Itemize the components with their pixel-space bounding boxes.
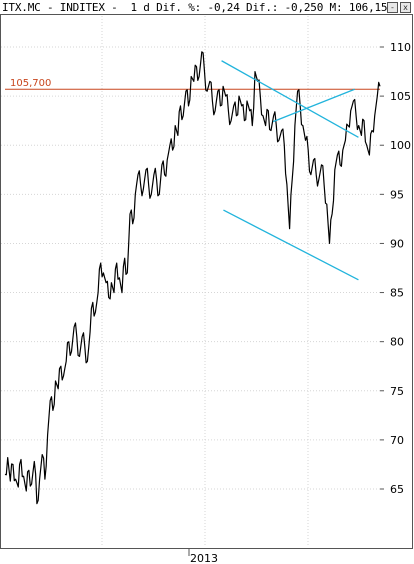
y-axis-ticks: 65 70 75 80 85 90 95 100 105 110 <box>380 41 411 496</box>
trend-line <box>272 88 355 123</box>
trend-line <box>223 209 359 281</box>
y-tick-label: 90 <box>390 237 404 250</box>
minimize-button[interactable]: - <box>387 2 398 13</box>
y-tick-label: 95 <box>390 188 404 201</box>
ticker-header: ITX.MC - INDITEX - 1 d Dif. %: -0,24 Dif… <box>2 1 394 14</box>
y-tick-label: 105 <box>390 90 411 103</box>
horizontal-grid <box>1 46 382 490</box>
reference-line-label: 105,700 <box>10 78 51 89</box>
trend-lines-group <box>221 60 359 281</box>
reference-line-group: 105,700 <box>5 78 380 90</box>
vertical-grid <box>101 16 309 546</box>
y-tick-label: 100 <box>390 139 411 152</box>
plot-frame <box>0 14 413 549</box>
price-series-line <box>4 51 381 505</box>
y-tick-label: 85 <box>390 287 404 300</box>
x-axis-group: 2013 <box>0 548 413 564</box>
y-tick-label: 70 <box>390 434 404 447</box>
x-tick-label: 2013 <box>190 552 218 564</box>
trend-line <box>221 60 359 138</box>
y-tick-label: 80 <box>390 336 404 349</box>
y-tick-label: 75 <box>390 385 404 398</box>
close-button[interactable]: x <box>400 2 411 13</box>
y-tick-label: 110 <box>390 41 411 54</box>
y-tick-label: 65 <box>390 483 404 496</box>
series-group <box>4 51 381 505</box>
